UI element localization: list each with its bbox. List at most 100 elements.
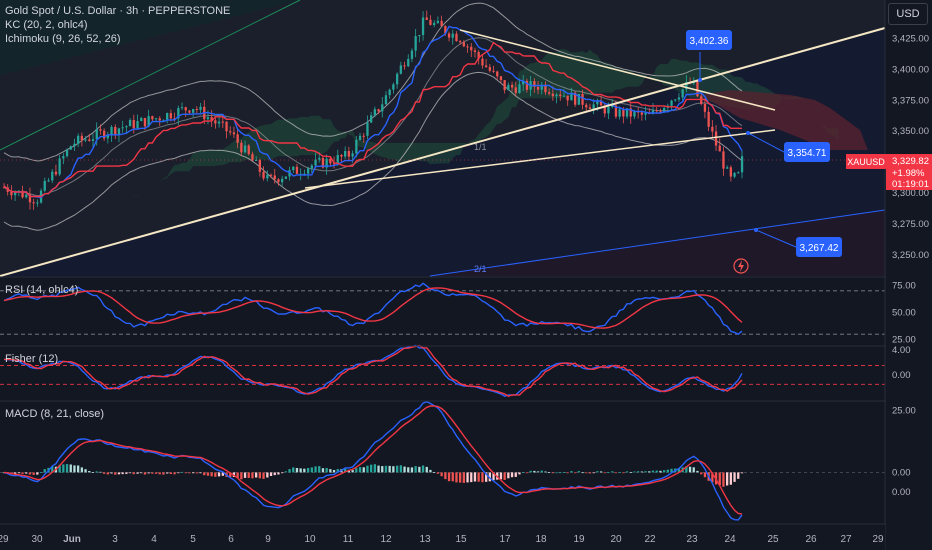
candle-body <box>499 76 503 81</box>
candle-body <box>436 20 439 23</box>
price-tick-label: 3,300.00 <box>892 188 929 199</box>
macd-histogram-bar <box>199 472 202 474</box>
macd-histogram-bar <box>103 472 106 474</box>
macd-histogram-bar <box>91 472 95 473</box>
candle-body <box>496 71 499 77</box>
currency-button[interactable]: USD <box>888 3 928 25</box>
fisher-label[interactable]: Fisher (12) <box>5 353 59 365</box>
time-tick-label: 30 <box>31 534 43 545</box>
candle-body <box>729 167 732 177</box>
macd-histogram-bar <box>585 472 588 474</box>
candle-body <box>355 139 358 154</box>
candle-body <box>281 178 284 183</box>
macd-histogram-bar <box>110 472 113 474</box>
macd-histogram-bar <box>114 472 117 475</box>
macd-histogram-bar <box>195 472 198 474</box>
macd-histogram-bar <box>310 467 313 473</box>
fib-label-2: 2/1 <box>474 264 487 274</box>
macd-histogram-bar <box>622 472 625 474</box>
candle-body <box>103 130 106 139</box>
candles-group <box>2 10 744 210</box>
macd-histogram-bar <box>451 472 454 482</box>
macd-histogram-bar <box>351 470 354 473</box>
candle-body <box>140 118 143 121</box>
time-tick-label: 15 <box>455 534 467 545</box>
macd-histogram-bar <box>106 472 109 475</box>
indicator-kc-label[interactable]: KC (20, 2, ohlc4) <box>5 19 88 31</box>
ichimoku-lines <box>3 25 743 199</box>
callout-anchor <box>754 228 758 232</box>
macd-histogram-bar <box>670 468 673 473</box>
candle-body <box>740 156 744 173</box>
candle-body <box>607 106 610 114</box>
macd-histogram-bar <box>125 472 128 474</box>
macd-histogram-bar <box>36 472 39 475</box>
macd-histogram-bar <box>637 471 640 473</box>
time-axis-bg <box>0 525 885 550</box>
macd-histogram-bar <box>307 468 310 473</box>
macd-histogram-bar <box>447 472 451 482</box>
candle-body <box>410 50 414 59</box>
price-tick-label: 3,375.00 <box>892 95 929 106</box>
macd-histogram-bar <box>258 472 261 479</box>
callout-box <box>796 237 842 257</box>
macd-histogram-bar <box>429 469 432 473</box>
candle-body <box>392 84 395 90</box>
rsi-tick-label: 25.00 <box>892 335 916 346</box>
candle-body <box>599 100 603 106</box>
major-trendline <box>0 27 886 277</box>
macd-histogram-bar <box>295 468 299 473</box>
macd-histogram-bar <box>288 469 291 473</box>
macd-histogram-bar <box>436 472 439 474</box>
macd-histogram-bar <box>180 471 184 473</box>
candle-body <box>663 107 666 113</box>
macd-histogram-bar <box>344 468 347 473</box>
candle-body <box>158 118 161 121</box>
macd-histogram-bar <box>299 468 302 473</box>
candle-body <box>147 116 150 127</box>
macd-histogram-bar <box>433 472 436 473</box>
price-scale[interactable]: 3,425.003,400.003,375.003,350.003,325.00… <box>886 0 932 550</box>
candle-body <box>329 158 332 164</box>
macd-histogram-bar <box>473 472 477 482</box>
macd-histogram-bar <box>277 472 280 475</box>
time-tick-label: 6 <box>228 534 234 545</box>
macd-pane <box>0 400 885 522</box>
lightning-icon <box>738 260 744 272</box>
candle-body <box>73 143 76 147</box>
candle-body <box>251 154 254 161</box>
macd-histogram-bar <box>603 472 606 474</box>
candle-body <box>14 192 17 196</box>
candle-body <box>414 36 417 51</box>
macd-label[interactable]: MACD (8, 21, close) <box>5 408 105 420</box>
macd-histogram-bar <box>28 472 32 475</box>
macd-histogram-bar <box>318 466 321 473</box>
macd-histogram-bar <box>43 469 46 473</box>
macd-histogram-bar <box>488 472 491 482</box>
rsi-label[interactable]: RSI (14, ohlc4) <box>5 284 79 296</box>
candle-body <box>421 17 425 35</box>
price-tick-label: 3,275.00 <box>892 219 929 230</box>
time-axis[interactable]: 29 30 Jun 3 4 5 6 9 10 11 12 13 15 17 18 19 20 22 23 24 25 26… <box>0 525 885 550</box>
macd-histogram-bar <box>588 472 592 474</box>
indicator-ichimoku-label[interactable]: Ichimoku (9, 26, 52, 26) <box>5 33 121 45</box>
candle-body <box>69 146 72 150</box>
macd-histogram-bar <box>51 466 54 473</box>
upper-channel-line <box>0 0 301 151</box>
macd-histogram-bar <box>425 466 428 473</box>
candle-body <box>210 117 213 121</box>
macd-histogram-bar <box>136 472 139 474</box>
macd-histogram-bar <box>421 465 425 473</box>
rsi-tick-label: 50.00 <box>892 308 916 319</box>
macd-histogram-bar <box>651 470 655 473</box>
candle-body <box>403 65 406 67</box>
time-tick-label: 27 <box>840 534 852 545</box>
candle-body <box>596 100 599 105</box>
macd-histogram-bar <box>477 472 480 482</box>
macd-histogram-bar <box>607 472 610 473</box>
candle-body <box>199 106 202 110</box>
candle-body <box>192 109 195 113</box>
macd-histogram-bar <box>236 472 239 478</box>
